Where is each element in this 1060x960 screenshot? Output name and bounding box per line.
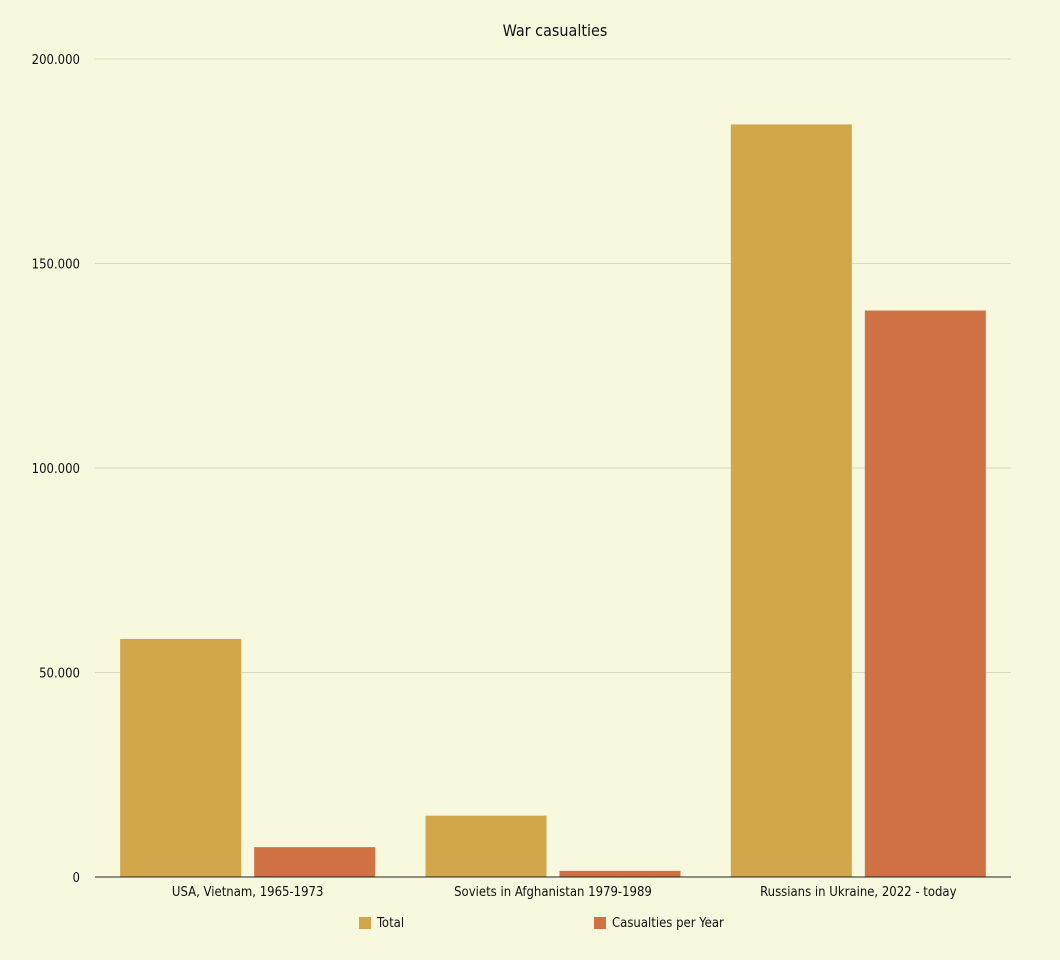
y-tick-label: 150.000 xyxy=(32,258,80,273)
y-tick-label: 50.000 xyxy=(39,667,80,682)
x-category-label: Russians in Ukraine, 2022 - today xyxy=(760,885,956,900)
x-axis-category-labels: USA, Vietnam, 1965-1973 Soviets in Afghan… xyxy=(172,885,957,900)
legend-label: Total xyxy=(376,916,404,931)
bar-total xyxy=(730,124,852,877)
bars xyxy=(120,124,986,877)
legend: Total Casualties per Year xyxy=(359,916,724,931)
bar-casualties-per-year xyxy=(254,847,376,877)
x-category-label: USA, Vietnam, 1965-1973 xyxy=(172,885,324,900)
chart-title: War casualties xyxy=(503,21,608,40)
y-axis-tick-labels: 0 50.000 100.000 150.000 200.000 xyxy=(32,53,80,886)
legend-label: Casualties per Year xyxy=(612,916,724,931)
x-category-label: Soviets in Afghanistan 1979-1989 xyxy=(454,885,652,900)
bar-total xyxy=(120,638,242,877)
legend-swatch xyxy=(359,917,371,929)
y-tick-label: 200.000 xyxy=(32,53,80,68)
grid-lines xyxy=(95,58,1011,673)
legend-swatch xyxy=(594,917,606,929)
bar-total xyxy=(425,815,547,877)
y-tick-label: 0 xyxy=(73,871,80,886)
bar-casualties-per-year xyxy=(864,310,986,877)
y-tick-label: 100.000 xyxy=(32,462,80,477)
bar-casualties-per-year xyxy=(559,870,681,877)
